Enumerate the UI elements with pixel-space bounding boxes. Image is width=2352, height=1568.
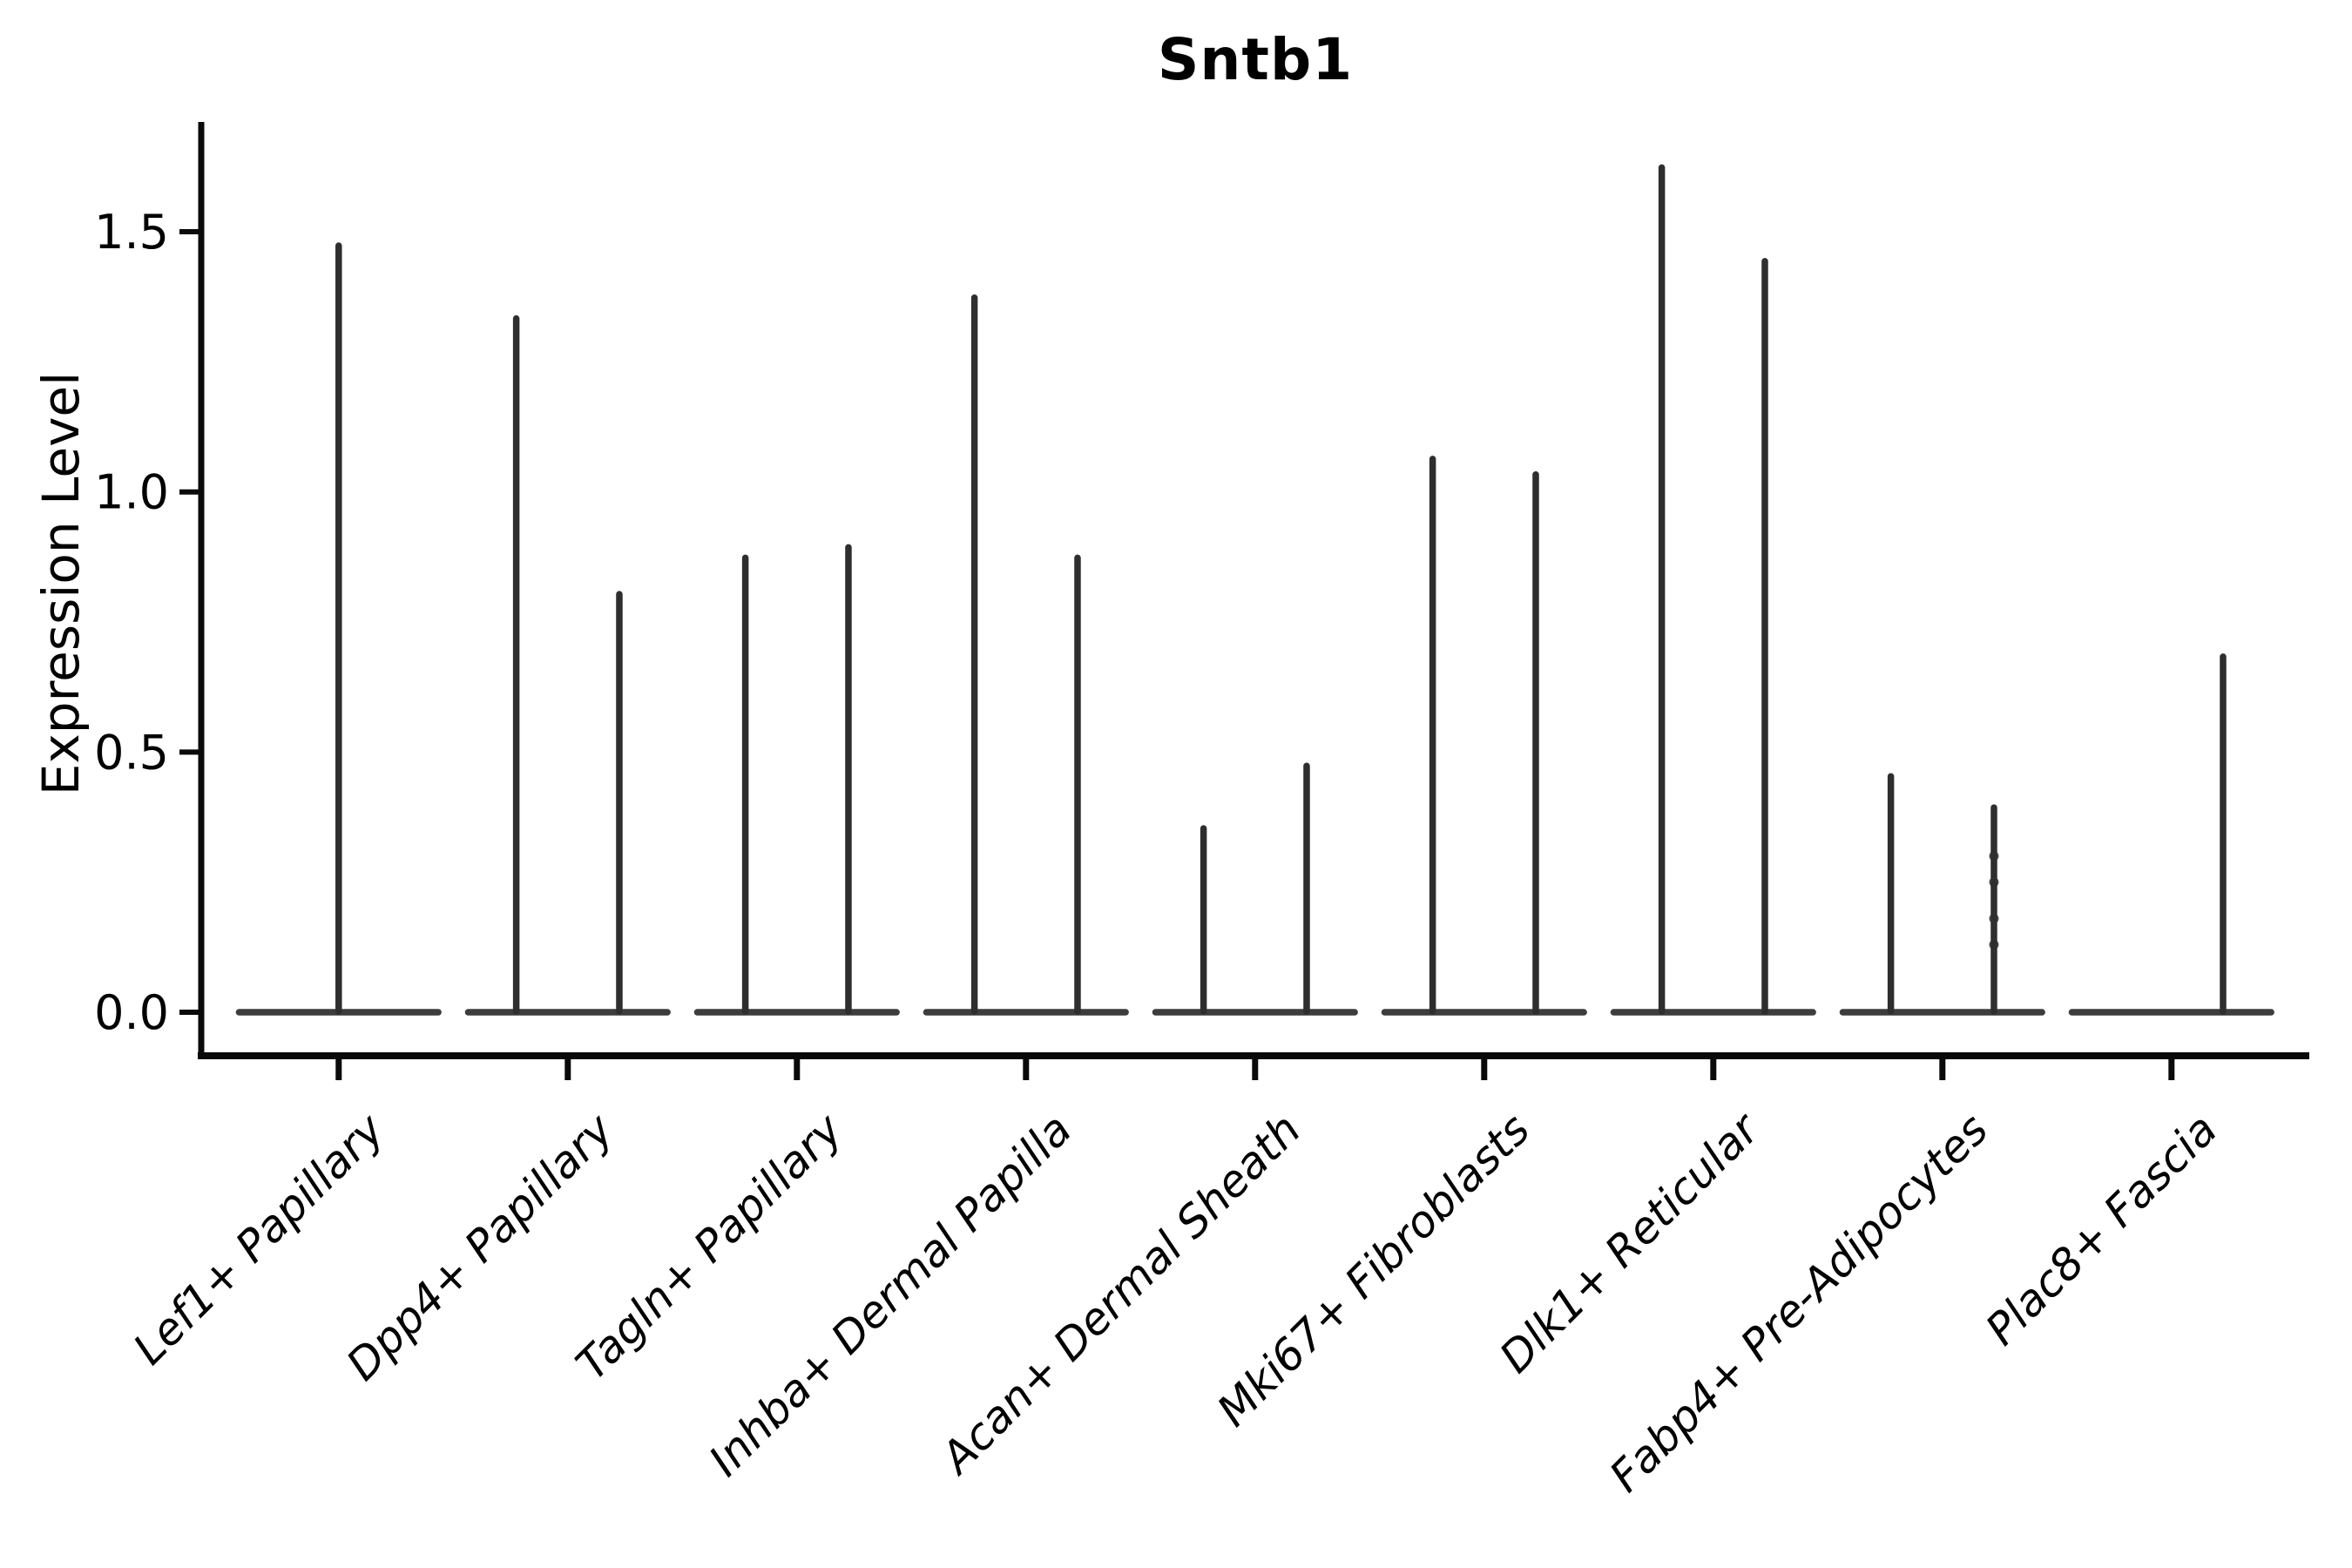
violin-dot xyxy=(1989,851,1999,862)
violin-dot xyxy=(1989,877,1999,888)
chart-title: Sntb1 xyxy=(1157,26,1354,93)
x-tick-label: Fabp4+ Pre-Adipocytes xyxy=(1600,1104,1998,1502)
x-tick-label: Plac8+ Fascia xyxy=(1976,1104,2227,1355)
violin-dot xyxy=(1989,939,1999,950)
y-tick-label: 1.0 xyxy=(94,465,169,520)
x-tick-label: Acan+ Dermal Sheath xyxy=(929,1104,1310,1484)
y-tick-label: 0.0 xyxy=(94,985,169,1040)
x-tick-label: Inhba+ Dermal Papilla xyxy=(700,1104,1081,1485)
y-tick-label: 0.5 xyxy=(94,725,169,780)
x-tick-label: Lef1+ Papillary xyxy=(124,1103,395,1374)
y-tick-label: 1.5 xyxy=(94,205,169,260)
violin-dot xyxy=(1989,913,1999,923)
